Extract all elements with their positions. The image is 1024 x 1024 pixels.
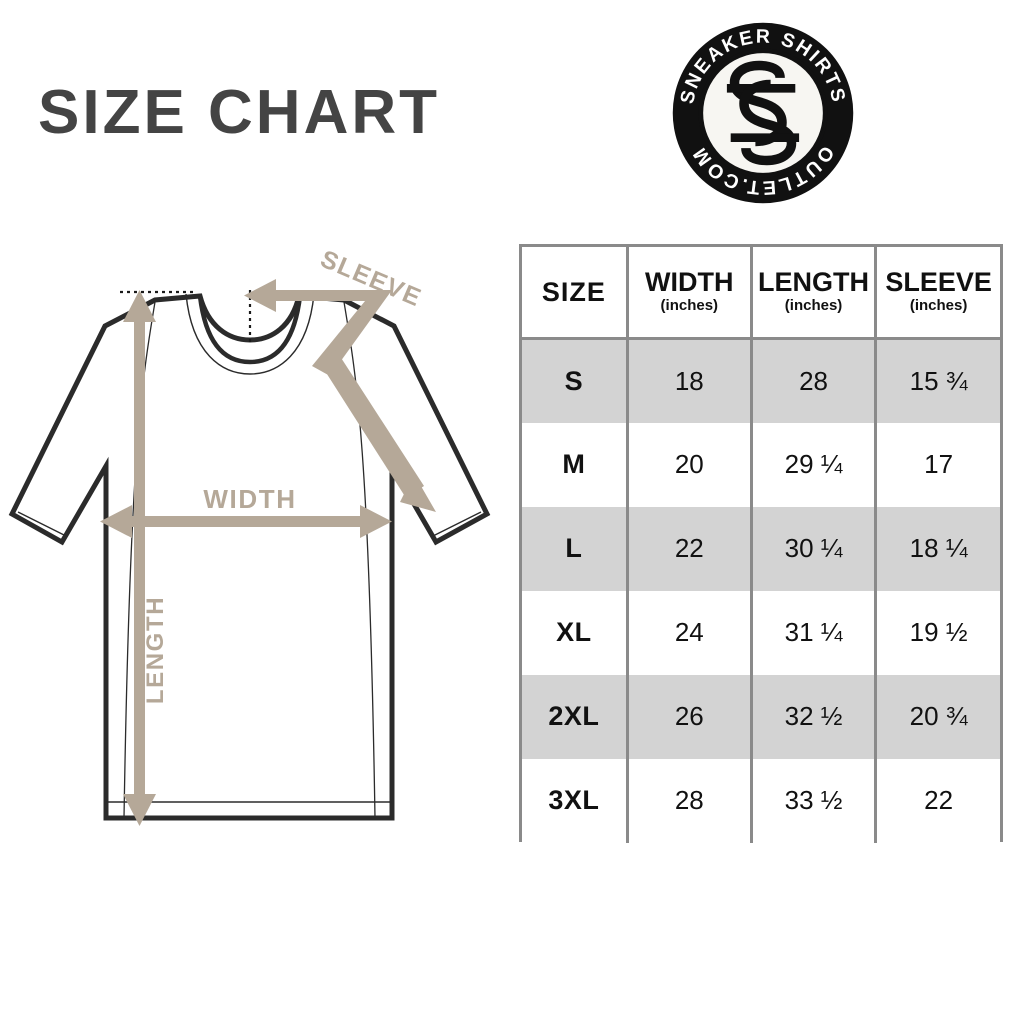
header-size-label: SIZE bbox=[541, 276, 606, 307]
cell-size: L bbox=[522, 506, 629, 591]
length-label: LENGTH bbox=[142, 596, 169, 704]
cell-length: 31 ¼ bbox=[751, 590, 878, 675]
table-row: 3XL 28 33 ½ 22 bbox=[522, 758, 1000, 843]
table-header-row: SIZE WIDTH (inches) LENGTH (inches) SLEE… bbox=[522, 247, 1000, 340]
header-length-units: (inches) bbox=[784, 297, 843, 315]
header-width-label: WIDTH bbox=[645, 266, 734, 297]
cell-length: 29 ¼ bbox=[751, 422, 878, 507]
cell-size: S bbox=[522, 338, 629, 423]
table-row: 2XL 26 32 ½ 20 ¾ bbox=[522, 674, 1000, 759]
cell-size: M bbox=[522, 422, 629, 507]
size-chart-table: SIZE WIDTH (inches) LENGTH (inches) SLEE… bbox=[519, 244, 1003, 843]
cell-length: 28 bbox=[751, 338, 878, 423]
cell-sleeve: 18 ¼ bbox=[875, 506, 1000, 591]
cell-width: 22 bbox=[627, 506, 753, 591]
table-row: XL 24 31 ¼ 19 ½ bbox=[522, 590, 1000, 675]
header-cell-width: WIDTH (inches) bbox=[627, 247, 753, 340]
header-sleeve-label: SLEEVE bbox=[885, 266, 992, 297]
cell-sleeve: 15 ¾ bbox=[875, 338, 1000, 423]
cell-length: 30 ¼ bbox=[751, 506, 878, 591]
cell-sleeve: 22 bbox=[875, 758, 1000, 843]
cell-size: 2XL bbox=[522, 674, 629, 759]
header-cell-length: LENGTH (inches) bbox=[751, 247, 878, 340]
cell-size: 3XL bbox=[522, 758, 629, 843]
width-arrow bbox=[100, 505, 392, 538]
header-width-units: (inches) bbox=[660, 297, 719, 315]
cell-width: 26 bbox=[627, 674, 753, 759]
table-row: L 22 30 ¼ 18 ¼ bbox=[522, 506, 1000, 591]
table-row: M 20 29 ¼ 17 bbox=[522, 422, 1000, 507]
header-length-label: LENGTH bbox=[758, 266, 870, 297]
cell-length: 33 ½ bbox=[751, 758, 878, 843]
cell-width: 20 bbox=[627, 422, 753, 507]
logo-monogram bbox=[726, 60, 800, 166]
table-row: S 18 28 15 ¾ bbox=[522, 338, 1000, 423]
cell-sleeve: 19 ½ bbox=[875, 590, 1000, 675]
logo-inner-disc bbox=[703, 53, 823, 173]
measurement-arrows bbox=[100, 279, 436, 826]
page-title: SIZE CHART bbox=[38, 78, 440, 147]
sneaker-shirts-outlet-logo: SNEAKER SHIRTS OUTLET.COM bbox=[668, 18, 858, 208]
tshirt-outline bbox=[8, 293, 491, 821]
cell-sleeve: 17 bbox=[875, 422, 1000, 507]
logo-inner-ring-outline bbox=[698, 48, 828, 178]
cell-width: 24 bbox=[627, 590, 753, 675]
cell-width: 28 bbox=[627, 758, 753, 843]
guide-lines bbox=[120, 290, 252, 342]
cell-length: 32 ½ bbox=[751, 674, 878, 759]
sleeve-arrow bbox=[244, 279, 436, 512]
cell-sleeve: 20 ¾ bbox=[875, 674, 1000, 759]
width-label: WIDTH bbox=[203, 484, 296, 514]
cell-width: 18 bbox=[627, 338, 753, 423]
tshirt-measurement-diagram: WIDTH LENGTH SLEEVE bbox=[0, 250, 510, 850]
header-cell-sleeve: SLEEVE (inches) bbox=[875, 247, 1000, 340]
length-arrow bbox=[123, 290, 156, 826]
header-sleeve-units: (inches) bbox=[909, 297, 968, 315]
cell-size: XL bbox=[522, 590, 629, 675]
header-cell-size: SIZE bbox=[522, 247, 629, 340]
